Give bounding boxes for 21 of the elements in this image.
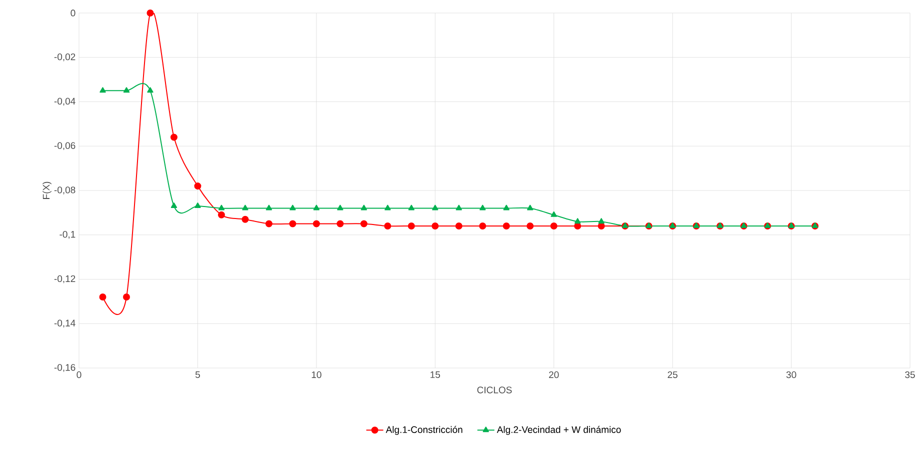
x-tick-label: 30 xyxy=(786,371,796,378)
legend-label: Alg.1-Constricción xyxy=(386,426,462,435)
x-tick-label: 25 xyxy=(668,371,678,378)
y-tick-label: -0,04 xyxy=(54,98,76,106)
y-tick-label: -0,02 xyxy=(54,53,76,62)
y-tick-label: -0,12 xyxy=(54,275,76,284)
y-tick-label: -0,14 xyxy=(54,320,76,328)
y-tick-label: -0,08 xyxy=(54,186,76,194)
legend-label: Alg.2-Vecindad + W dinámico xyxy=(496,426,621,435)
x-tick-label: 0 xyxy=(76,371,82,378)
x-tick-label: 10 xyxy=(312,371,322,378)
y-tick-label: -0,06 xyxy=(54,142,76,150)
x-tick-label: 35 xyxy=(905,371,915,378)
y-tick-label: -0,1 xyxy=(60,230,76,239)
x-axis-title: CICLOS xyxy=(477,386,512,394)
y-tick-label: 0 xyxy=(70,10,76,16)
x-tick-label: 5 xyxy=(195,371,200,378)
y-axis-title: F(X) xyxy=(42,182,52,199)
x-tick-label: 15 xyxy=(430,371,440,378)
y-tick-label: -0,16 xyxy=(54,364,76,372)
x-tick-label: 20 xyxy=(549,371,559,378)
